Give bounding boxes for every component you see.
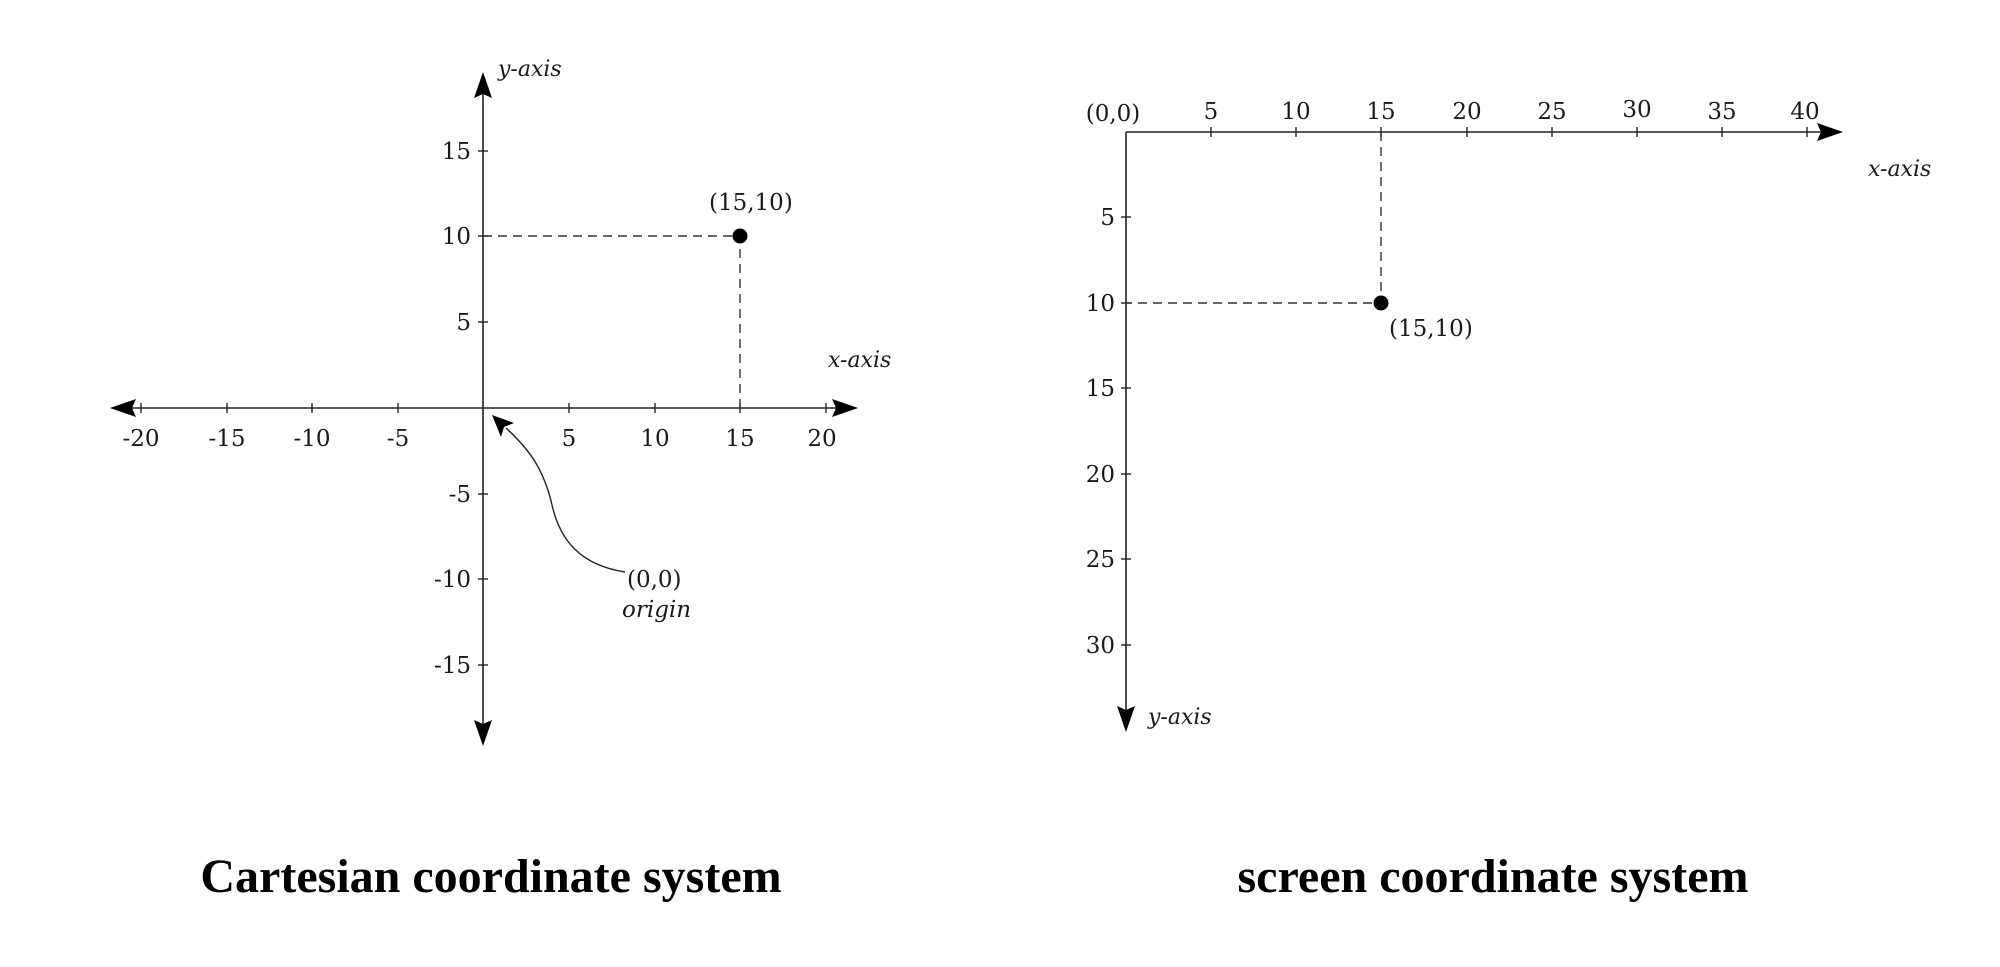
screen-point-label: (15,10) xyxy=(1389,316,1473,342)
cartesian-data-point xyxy=(732,228,748,244)
cartesian-y-arrow-up xyxy=(474,72,492,98)
screen-y-axis-name: y-axis xyxy=(1147,705,1212,730)
cartesian-x-tick-label: -5 xyxy=(387,426,409,452)
cartesian-y-tick-label: 15 xyxy=(442,139,471,165)
cartesian-x-tick-label: 20 xyxy=(807,426,836,452)
origin-pointer-arrowhead xyxy=(492,415,514,437)
screen-x-tick-label: 20 xyxy=(1452,99,1481,125)
screen-x-tick-label: 25 xyxy=(1537,99,1566,125)
screen-x-tick-label: 40 xyxy=(1790,99,1819,125)
cartesian-point-label: (15,10) xyxy=(709,190,793,216)
cartesian-y-tick-label: 5 xyxy=(456,310,471,336)
cartesian-y-tick-label: -15 xyxy=(434,653,471,679)
screen-point-guides xyxy=(1126,132,1382,304)
cartesian-x-tick-label: -15 xyxy=(208,426,245,452)
screen-diagram: (0,0) 5 10 15 20 25 30 35 40 5 10 15 20 … xyxy=(1086,97,1932,903)
screen-x-arrow-right xyxy=(1817,123,1843,141)
cartesian-x-tick-label: 5 xyxy=(562,426,577,452)
cartesian-y-tick-label: -10 xyxy=(434,567,471,593)
screen-x-axis-name: x-axis xyxy=(1868,157,1931,182)
screen-x-tick-label: 10 xyxy=(1281,99,1310,125)
cartesian-y-tick-label: -5 xyxy=(449,482,471,508)
screen-x-tick-label: 5 xyxy=(1204,99,1219,125)
cartesian-caption: Cartesian coordinate system xyxy=(200,850,781,903)
cartesian-diagram: -20 -15 -10 -5 5 10 15 20 15 10 5 -5 -10… xyxy=(110,57,891,903)
cartesian-y-arrow-down xyxy=(474,720,492,746)
screen-y-tick-label: 30 xyxy=(1086,633,1115,659)
cartesian-y-tick-label: 10 xyxy=(442,224,471,250)
cartesian-x-axis-name: x-axis xyxy=(828,348,891,373)
cartesian-x-tick-label: 10 xyxy=(640,426,669,452)
origin-pointer-curve xyxy=(505,427,626,573)
cartesian-x-arrow-right xyxy=(832,399,858,417)
screen-y-tick-label: 20 xyxy=(1086,462,1115,488)
origin-coordinates-label: (0,0) xyxy=(627,567,682,593)
cartesian-y-axis-name: y-axis xyxy=(497,57,562,82)
screen-caption: screen coordinate system xyxy=(1238,850,1749,903)
screen-y-tick-label: 5 xyxy=(1100,205,1115,231)
screen-y-tick-label: 25 xyxy=(1086,547,1115,573)
screen-y-tick-label: 15 xyxy=(1086,376,1115,402)
screen-origin-label: (0,0) xyxy=(1086,101,1141,127)
cartesian-x-tick-label: 15 xyxy=(725,426,754,452)
cartesian-x-tick-label: -20 xyxy=(122,426,159,452)
cartesian-x-arrow-left xyxy=(110,399,136,417)
cartesian-point-guides xyxy=(483,235,741,408)
cartesian-x-tick-label: -10 xyxy=(293,426,330,452)
screen-x-tick-label: 30 xyxy=(1622,97,1651,123)
origin-label: origin xyxy=(622,597,691,623)
screen-data-point xyxy=(1373,295,1389,311)
screen-y-arrow-down xyxy=(1117,706,1135,732)
screen-y-tick-label: 10 xyxy=(1086,291,1115,317)
screen-x-tick-label: 15 xyxy=(1366,99,1395,125)
screen-x-tick-label: 35 xyxy=(1707,99,1736,125)
